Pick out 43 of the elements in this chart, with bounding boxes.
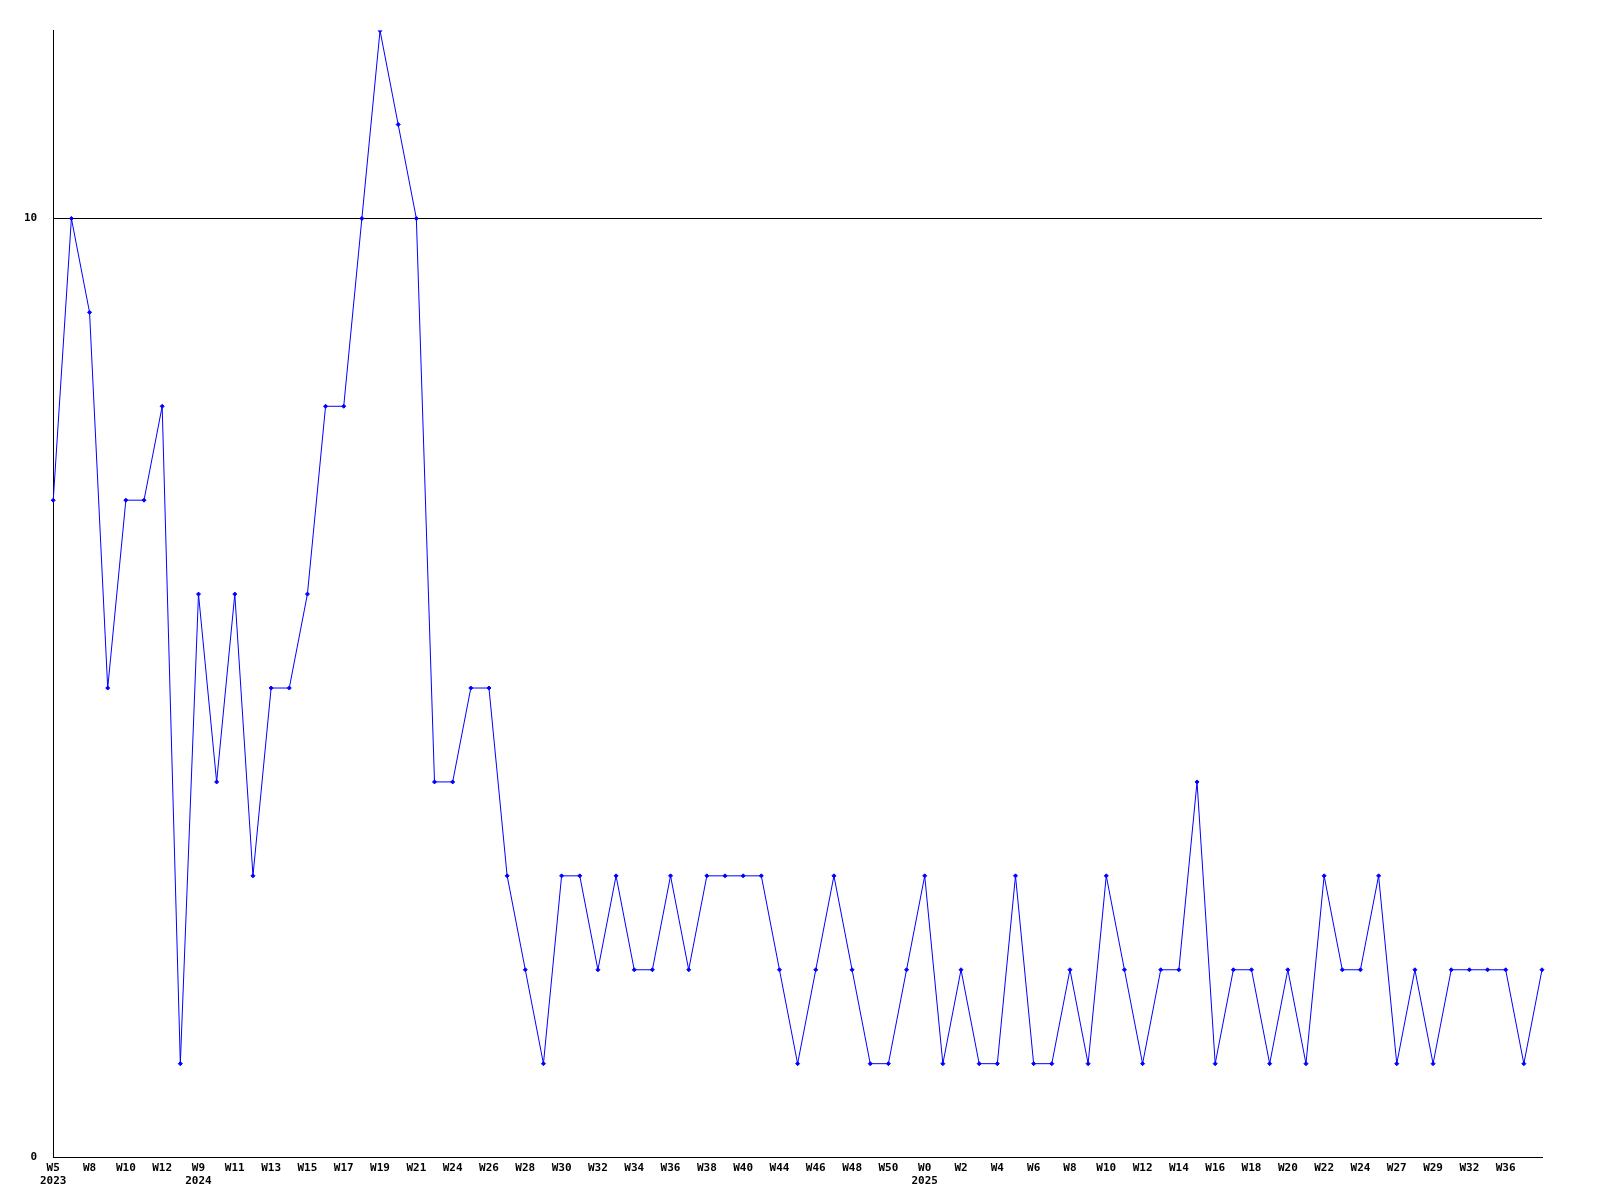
x-tick-label: W50 [878, 1161, 899, 1175]
x-tick-label: W9 2024 [185, 1161, 213, 1188]
x-tick-label: W48 [842, 1161, 863, 1175]
x-tick-label: W2 [954, 1161, 968, 1175]
x-tick-label: W34 [624, 1161, 645, 1175]
x-tick-label: W10 [115, 1161, 136, 1175]
x-tick-label: W30 [551, 1161, 572, 1175]
x-tick-label: W24 [442, 1161, 463, 1175]
x-tick-label: W27 [1386, 1161, 1407, 1175]
x-tick-label: W0 2025 [911, 1161, 938, 1188]
x-tick-label: W46 [805, 1161, 827, 1175]
x-tick-label: W22 [1314, 1161, 1335, 1175]
x-tick-label: W4 [990, 1161, 1005, 1175]
x-tick-label: W11 [224, 1161, 246, 1175]
x-tick-label: W20 [1277, 1161, 1298, 1175]
x-tick-label: W6 [1027, 1161, 1041, 1175]
x-tick-label: W10 [1096, 1161, 1117, 1175]
x-tick-label: W5 2023 [40, 1161, 67, 1188]
x-tick-label: W13 [261, 1161, 282, 1175]
x-tick-label: W12 [152, 1161, 173, 1175]
x-tick-label: W21 [406, 1161, 427, 1175]
x-tick-label: W36 [1495, 1161, 1516, 1175]
x-tick-label: W26 [479, 1161, 500, 1175]
y-tick-label: 10 [24, 211, 38, 225]
x-tick-label: W8 [1063, 1161, 1077, 1175]
x-tick-label: W32 [1459, 1161, 1480, 1175]
x-tick-label: W18 [1241, 1161, 1262, 1175]
x-tick-label: W29 [1423, 1161, 1443, 1175]
x-tick-label: W17 [333, 1161, 354, 1175]
x-tick-label: W16 [1205, 1161, 1226, 1175]
x-tick-label: W28 [515, 1161, 536, 1175]
x-tick-label: W8 [82, 1161, 97, 1175]
y-tick-label: 0 [30, 1150, 38, 1164]
x-tick-label: W36 [660, 1161, 681, 1175]
x-tick-label: W32 [587, 1161, 608, 1175]
x-tick-label: W14 [1168, 1161, 1190, 1175]
x-tick-label: W24 [1350, 1161, 1371, 1175]
x-tick-label: W12 [1132, 1161, 1153, 1175]
x-tick-label: W15 [297, 1161, 318, 1175]
x-tick-label: W44 [769, 1161, 790, 1175]
x-tick-label: W38 [696, 1161, 717, 1175]
x-tick-label: W19 [370, 1161, 390, 1175]
x-tick-label: W40 [733, 1161, 754, 1175]
